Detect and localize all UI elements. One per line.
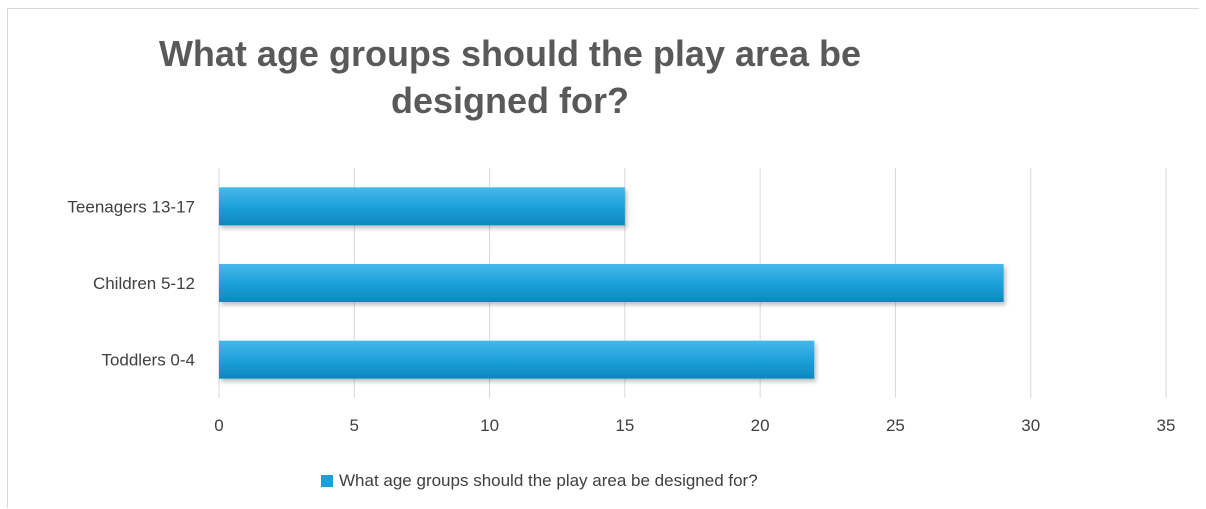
category-label: Children 5-12 bbox=[93, 274, 195, 293]
x-tick-label: 15 bbox=[615, 416, 634, 435]
category-label: Teenagers 13-17 bbox=[67, 197, 195, 216]
bar bbox=[219, 264, 1004, 302]
x-tick-label: 30 bbox=[1021, 416, 1040, 435]
bar bbox=[219, 187, 625, 226]
x-tick-label: 5 bbox=[350, 416, 359, 435]
x-tick-label: 10 bbox=[480, 416, 499, 435]
x-tick-label: 25 bbox=[886, 416, 905, 435]
chart-title: What age groups should the play area be … bbox=[158, 33, 862, 121]
category-label: Toddlers 0-4 bbox=[101, 351, 195, 370]
x-tick-label: 35 bbox=[1157, 416, 1176, 435]
x-tick-label: 20 bbox=[751, 416, 770, 435]
legend: What age groups should the play area be … bbox=[321, 470, 758, 492]
legend-label: What age groups should the play area be … bbox=[339, 471, 758, 490]
legend-swatch bbox=[321, 475, 333, 487]
x-tick-label: 0 bbox=[214, 416, 223, 435]
chart-frame bbox=[7, 8, 1199, 508]
bar bbox=[219, 340, 815, 379]
